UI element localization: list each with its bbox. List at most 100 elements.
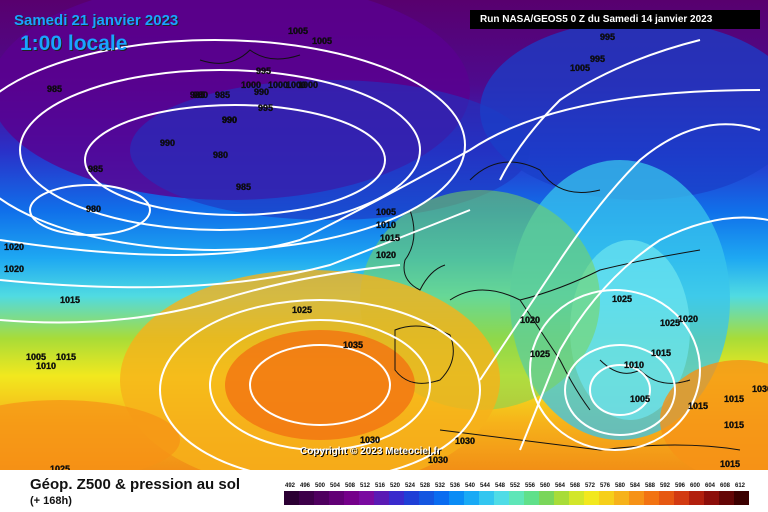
legend-tick-label: 524 <box>405 483 416 489</box>
legend-tick-label: 516 <box>375 483 386 489</box>
legend-swatch <box>524 491 539 505</box>
color-legend: 492 496 500 504 508 512 516 520 524 528 532 536 540 5… <box>284 483 749 505</box>
isobar-label: 1030 <box>455 436 475 446</box>
legend-tick-label: 520 <box>390 483 401 489</box>
footer-title: Géop. Z500 & pression au sol <box>30 476 241 493</box>
isobar-label: 990 <box>160 138 175 148</box>
isobar-label: 995 <box>258 103 273 113</box>
isobar-label: 1015 <box>720 459 740 469</box>
isobar-label: 985 <box>190 90 205 100</box>
isobar-label: 1005 <box>630 394 650 404</box>
legend-tick-label: 512 <box>360 483 371 489</box>
forecast-date: Samedi 21 janvier 2023 <box>14 12 179 29</box>
isobar-label: 1015 <box>724 420 744 430</box>
legend-swatch <box>629 491 644 505</box>
legend-swatch <box>374 491 389 505</box>
legend-tick-label: 536 <box>450 483 461 489</box>
legend-tick-label: 600 <box>690 483 701 489</box>
legend-tick-label: 544 <box>480 483 491 489</box>
isobar-label: 1025 <box>612 294 632 304</box>
isobar-label: 995 <box>600 32 615 42</box>
isobar-label: 990 <box>222 115 237 125</box>
legend-tick-label: 592 <box>660 483 671 489</box>
isobar-label: 1010 <box>624 360 644 370</box>
isobar-label: 1015 <box>380 233 400 243</box>
legend-tick-label: 496 <box>300 483 311 489</box>
legend-swatch <box>464 491 479 505</box>
legend-swatch <box>659 491 674 505</box>
legend-swatch <box>494 491 509 505</box>
legend-tick-label: 580 <box>615 483 626 489</box>
legend-swatch <box>479 491 494 505</box>
isobar-label: 985 <box>47 84 62 94</box>
legend-swatch <box>434 491 449 505</box>
legend-swatch <box>689 491 704 505</box>
legend-tick-label: 604 <box>705 483 716 489</box>
isobar-label: 1000 <box>268 80 288 90</box>
legend-swatch <box>644 491 659 505</box>
isobar-label: 980 <box>86 204 101 214</box>
run-info: Run NASA/GEOS5 0 Z du Samedi 14 janvier … <box>470 10 760 29</box>
isobar-label: 1020 <box>520 315 540 325</box>
isobar-label: 1015 <box>60 295 80 305</box>
forecast-time: 1:00 locale <box>20 32 128 55</box>
legend-swatch <box>719 491 734 505</box>
isobar-label: 1025 <box>292 305 312 315</box>
isobar-label: 1015 <box>651 348 671 358</box>
east-cold-core <box>570 240 690 420</box>
legend-swatch <box>734 491 749 505</box>
legend-ticks: 492 496 500 504 508 512 516 520 524 528 532 536 540 5… <box>285 483 746 489</box>
northeast-blue-area <box>480 20 768 200</box>
legend-swatch <box>359 491 374 505</box>
isobar-label: 1000 <box>298 80 318 90</box>
isobar-label: 1010 <box>36 361 56 371</box>
legend-swatch <box>389 491 404 505</box>
footer-subtitle: (+ 168h) <box>30 495 72 507</box>
legend-swatch <box>329 491 344 505</box>
legend-swatch <box>599 491 614 505</box>
isobar-label: 1010 <box>376 220 396 230</box>
isobar-label: 990 <box>222 115 237 125</box>
isobar-label: 1030 <box>428 455 448 465</box>
isobar-label: 1005 <box>312 36 332 46</box>
isobar-label: 985 <box>215 90 230 100</box>
legend-swatch <box>584 491 599 505</box>
isobar-label: 995 <box>590 54 605 64</box>
isobar-label: 1015 <box>688 401 708 411</box>
isobar-label: 1015 <box>724 394 744 404</box>
isobar-label: 1030 <box>360 435 380 445</box>
isobar-label: 1005 <box>288 26 308 36</box>
south-east-orange <box>660 360 768 470</box>
isobar-label: 1020 <box>678 314 698 324</box>
legend-swatch <box>509 491 524 505</box>
isobar-label: 985 <box>236 182 251 192</box>
legend-tick-label: 612 <box>735 483 746 489</box>
legend-tick-label: 568 <box>570 483 581 489</box>
isobar-label: 1005 <box>376 207 396 217</box>
legend-swatch <box>404 491 419 505</box>
isobar-label: 990 <box>254 87 269 97</box>
isobar-label: 980 <box>213 150 228 160</box>
legend-tick-label: 560 <box>540 483 551 489</box>
legend-tick-label: 528 <box>420 483 431 489</box>
legend-tick-label: 548 <box>495 483 506 489</box>
legend-tick-label: 540 <box>465 483 476 489</box>
isobar-label: 1020 <box>376 250 396 260</box>
legend-tick-label: 508 <box>345 483 356 489</box>
legend-tick-label: 492 <box>285 483 296 489</box>
legend-tick-label: 596 <box>675 483 686 489</box>
legend-tick-label: 608 <box>720 483 731 489</box>
isobar-label: 1015 <box>56 352 76 362</box>
legend-swatches <box>284 491 749 505</box>
copyright: Copyright © 2023 Meteociel.fr <box>300 446 441 457</box>
isobar-label: 980 <box>193 90 208 100</box>
legend-tick-label: 504 <box>330 483 341 489</box>
legend-swatch <box>614 491 629 505</box>
isobar-label: 1025 <box>660 318 680 328</box>
legend-swatch <box>449 491 464 505</box>
isobar-label: 1025 <box>530 349 550 359</box>
legend-tick-label: 564 <box>555 483 566 489</box>
